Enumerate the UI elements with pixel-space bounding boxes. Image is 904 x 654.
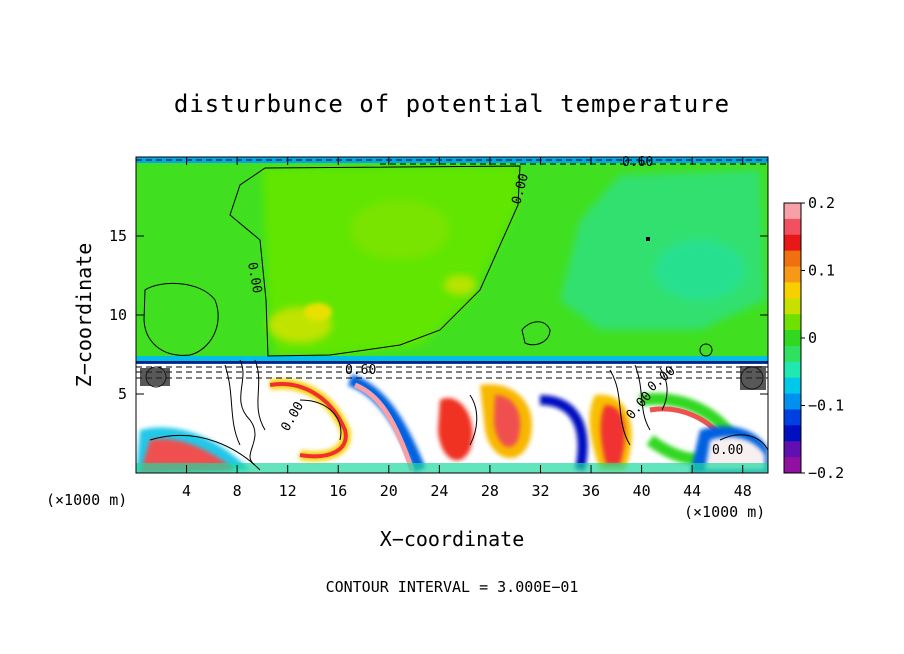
lower-blob-3 (438, 398, 473, 461)
colorbar-swatch (784, 314, 801, 331)
lower-filament-1-warm (269, 382, 348, 459)
warm-core-b (304, 303, 332, 321)
colorbar-tick-label: 0 (808, 329, 817, 347)
colorbar-swatch (784, 298, 801, 315)
colorbar-tick-label: 0.1 (808, 262, 835, 280)
x-tick-label: 32 (531, 482, 549, 500)
black-eddy-left-fill (140, 368, 170, 386)
x-tick-label: 48 (734, 482, 752, 500)
colorbar (783, 202, 802, 474)
colorbar-swatch (784, 345, 801, 363)
y-tick-label: 10 (109, 306, 127, 324)
lower-blob-6-core (600, 405, 625, 465)
colorbar-swatch (784, 234, 801, 252)
contour-eddy-small (699, 343, 713, 357)
y-tick-label: 5 (118, 385, 127, 403)
x-unit-label-left: (×1000 m) (46, 491, 127, 509)
contour-lower-loops (149, 394, 768, 471)
x-tick-label: 28 (481, 482, 499, 500)
colorbar-ticks: 0.2 0.1 0 −0.1 −0.2 (801, 194, 844, 482)
colorbar-tick-label: −0.1 (808, 397, 844, 415)
heatmap-field (136, 157, 768, 473)
bottom-boundary-band (136, 463, 768, 473)
colorbar-swatch (784, 425, 801, 442)
x-tick-label: 8 (233, 482, 242, 500)
x-tick-label: 12 (279, 482, 297, 500)
y-axis-ticks: 5 10 15 (109, 227, 768, 403)
x-axis-ticks: 4 8 12 16 20 24 28 32 36 40 44 48 (182, 157, 752, 500)
colorbar-swatch (784, 266, 801, 283)
black-dot-marker (646, 237, 650, 241)
contour-zero-small-blob (521, 321, 551, 346)
contour-label: 0.00 (712, 443, 743, 458)
lower-filament-2 (347, 374, 426, 473)
contour-zero-left-blob (143, 282, 219, 356)
y-axis-title: Z−coordinate (72, 243, 96, 388)
contour-turbulent-left (224, 359, 266, 466)
contour-interval-label: CONTOUR INTERVAL = 3.000E−01 (326, 578, 579, 596)
x-tick-label: 20 (380, 482, 398, 500)
lower-blob-4-core (494, 395, 521, 448)
contour-turbulent-right (609, 364, 668, 446)
contour-label: 0.00 (244, 261, 264, 294)
contour-label: 0.60 (622, 155, 653, 170)
colorbar-swatch (784, 282, 801, 299)
lower-filament-2-warm (354, 382, 415, 471)
colorbar-swatch (784, 361, 801, 379)
colorbar-swatch (784, 203, 801, 220)
x-axis-title: X−coordinate (380, 527, 525, 551)
x-tick-label: 16 (329, 482, 347, 500)
warm-core-d (350, 200, 450, 260)
x-tick-label: 40 (633, 482, 651, 500)
colorbar-tick-label: 0.2 (808, 194, 835, 212)
inversion-band (136, 356, 768, 364)
cool-core-right (655, 240, 745, 300)
chart-title: disturbunce of potential temperature (174, 90, 730, 118)
contour-zero-upper (229, 165, 521, 357)
colorbar-swatch (784, 441, 801, 458)
colorbar-tick-label: −0.2 (808, 464, 844, 482)
colorbar-swatch (784, 457, 801, 474)
black-eddy-right-fill (740, 366, 766, 390)
x-tick-label: 44 (683, 482, 701, 500)
lower-filament-5 (539, 395, 588, 471)
contour-lines (136, 159, 768, 471)
colorbar-swatch (784, 330, 801, 347)
lower-cold-right-inner (705, 436, 765, 470)
colorbar-swatch (784, 393, 801, 410)
y-tick-label: 15 (109, 227, 127, 245)
contour-label: 0.60 (345, 363, 376, 378)
x-tick-label: 4 (182, 482, 191, 500)
warm-core-c (444, 275, 476, 295)
x-unit-label-right: (×1000 m) (684, 503, 765, 521)
x-tick-label: 36 (582, 482, 600, 500)
colorbar-swatch (784, 250, 801, 268)
colorbar-swatch (784, 377, 801, 395)
colorbar-swatch (784, 218, 801, 236)
colorbar-swatch (784, 409, 801, 426)
x-tick-label: 24 (430, 482, 448, 500)
